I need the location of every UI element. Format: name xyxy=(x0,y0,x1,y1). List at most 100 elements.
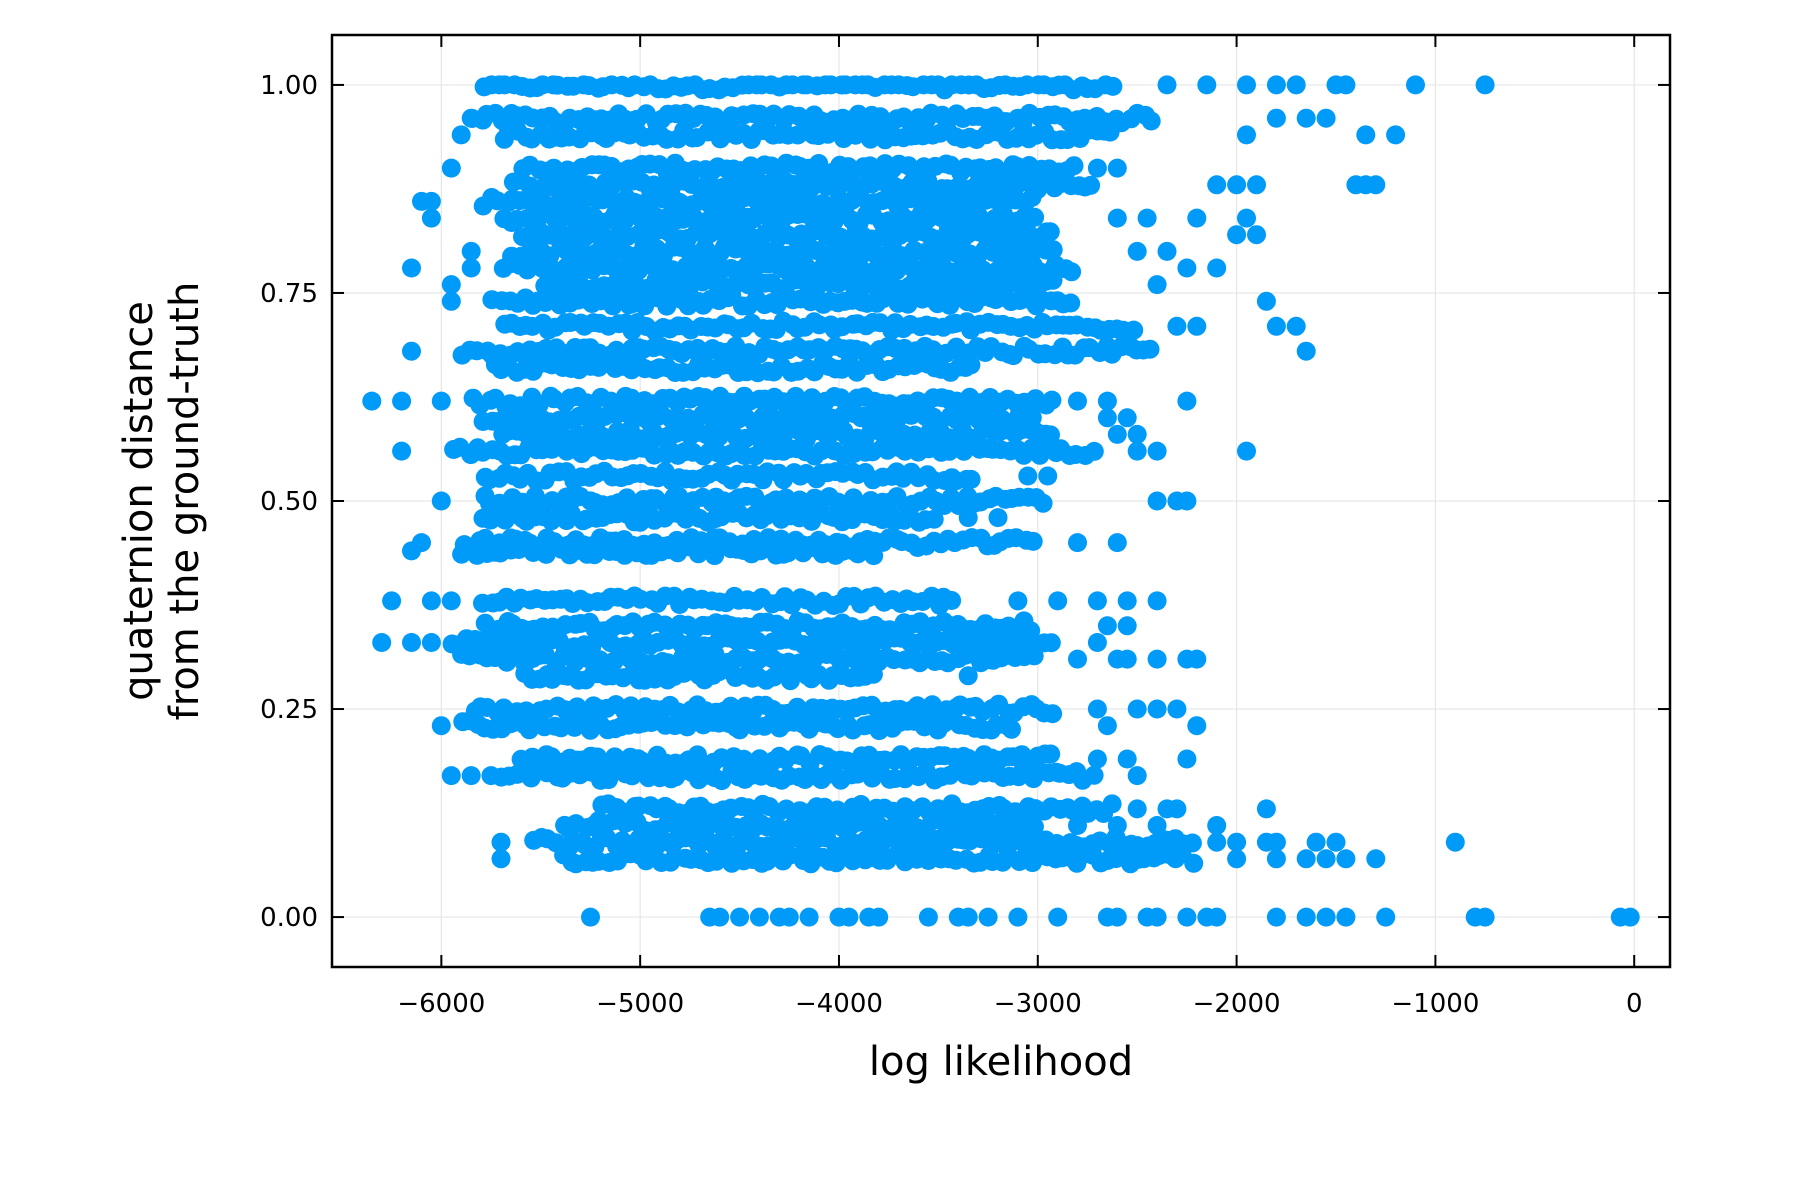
data-point xyxy=(402,341,421,361)
x-tick-label: −2000 xyxy=(1193,989,1281,1019)
data-point xyxy=(431,491,451,511)
data-point xyxy=(1147,275,1167,295)
data-point xyxy=(1087,633,1107,652)
data-point xyxy=(942,591,962,610)
data-point xyxy=(581,907,600,927)
data-point xyxy=(1147,591,1167,611)
data-point xyxy=(402,258,421,278)
y-axis-label-line-2: from the ground-truth xyxy=(162,282,208,721)
y-tick-label: 0.75 xyxy=(260,279,318,309)
data-point xyxy=(1084,441,1104,461)
data-point xyxy=(1266,108,1286,128)
data-point xyxy=(1187,649,1207,669)
data-point xyxy=(1187,208,1207,228)
data-point xyxy=(1147,649,1167,669)
data-point xyxy=(421,633,441,652)
data-point xyxy=(1147,491,1167,511)
data-point xyxy=(988,508,1008,528)
data-point xyxy=(1127,766,1147,786)
data-point xyxy=(1247,225,1266,245)
data-point xyxy=(461,766,481,786)
data-point xyxy=(1048,907,1068,927)
data-point xyxy=(1147,699,1167,719)
data-point xyxy=(779,907,799,927)
data-point xyxy=(1097,408,1117,428)
y-axis-label: quaternion distance from the ground-trut… xyxy=(116,282,208,721)
data-point xyxy=(1024,646,1044,666)
data-point xyxy=(1068,649,1087,669)
data-point xyxy=(1084,765,1104,785)
data-point xyxy=(749,907,769,927)
data-point xyxy=(1117,649,1137,669)
data-point xyxy=(1286,75,1306,95)
data-point xyxy=(1237,125,1256,145)
x-axis-label: log likelihood xyxy=(869,1039,1133,1085)
data-point xyxy=(1227,832,1247,852)
data-point xyxy=(1207,832,1227,852)
data-point xyxy=(839,907,859,927)
data-point xyxy=(1102,794,1122,814)
data-point xyxy=(1157,241,1177,261)
data-point xyxy=(1068,816,1087,835)
data-point xyxy=(1296,341,1316,361)
data-point xyxy=(382,591,402,611)
data-point xyxy=(1336,75,1356,95)
x-tick-label: −3000 xyxy=(994,989,1082,1019)
data-point xyxy=(710,907,730,927)
data-point xyxy=(958,907,978,927)
data-point xyxy=(1068,391,1087,411)
data-point xyxy=(1316,907,1336,927)
y-tick-labels: 0.00 0.25 0.50 0.75 1.00 xyxy=(260,71,318,933)
data-point xyxy=(1062,262,1082,282)
data-point xyxy=(1124,320,1144,340)
data-point xyxy=(1127,241,1147,261)
data-point xyxy=(1237,75,1256,95)
data-point xyxy=(1316,849,1336,869)
data-point xyxy=(1127,699,1147,719)
data-point xyxy=(1316,108,1336,128)
data-point xyxy=(441,275,461,295)
data-point xyxy=(1041,633,1061,653)
data-point xyxy=(1376,907,1396,927)
data-point xyxy=(1266,849,1286,869)
axis-ticks xyxy=(332,35,1670,967)
data-point xyxy=(491,849,511,869)
x-tick-label: −1000 xyxy=(1391,989,1479,1019)
data-point xyxy=(1197,75,1217,95)
data-point xyxy=(1266,316,1286,336)
x-tick-labels: −6000 −5000 −4000 −3000 −2000 −1000 0 xyxy=(397,989,1642,1019)
data-point xyxy=(1141,111,1161,131)
data-point xyxy=(1266,832,1286,852)
data-point xyxy=(491,832,511,852)
data-point xyxy=(1008,907,1028,927)
y-tick-label: 0.00 xyxy=(260,903,318,933)
data-point xyxy=(1097,616,1117,636)
data-point xyxy=(1147,907,1167,927)
data-point xyxy=(1048,591,1068,611)
data-point xyxy=(1087,749,1107,769)
data-point xyxy=(1117,616,1137,636)
data-point xyxy=(1247,175,1266,195)
data-point xyxy=(1167,699,1187,719)
data-point xyxy=(799,907,819,927)
data-point xyxy=(1177,391,1197,411)
data-point xyxy=(1097,391,1117,411)
y-tick-label: 0.25 xyxy=(260,695,318,725)
data-point xyxy=(441,766,461,786)
data-point xyxy=(441,291,461,311)
data-point xyxy=(1475,75,1495,95)
data-point xyxy=(1107,208,1127,228)
y-tick-label: 1.00 xyxy=(260,71,318,101)
data-point xyxy=(1103,76,1123,96)
data-point xyxy=(1043,704,1063,724)
data-point xyxy=(1177,258,1197,278)
data-point xyxy=(1023,531,1043,551)
data-point xyxy=(441,591,461,611)
data-point xyxy=(1184,853,1204,873)
data-point xyxy=(1025,207,1045,227)
y-tick-label: 0.50 xyxy=(260,487,318,517)
data-point xyxy=(1167,316,1187,336)
data-point xyxy=(1177,491,1197,511)
data-point xyxy=(1296,849,1316,869)
data-point xyxy=(1256,799,1276,819)
